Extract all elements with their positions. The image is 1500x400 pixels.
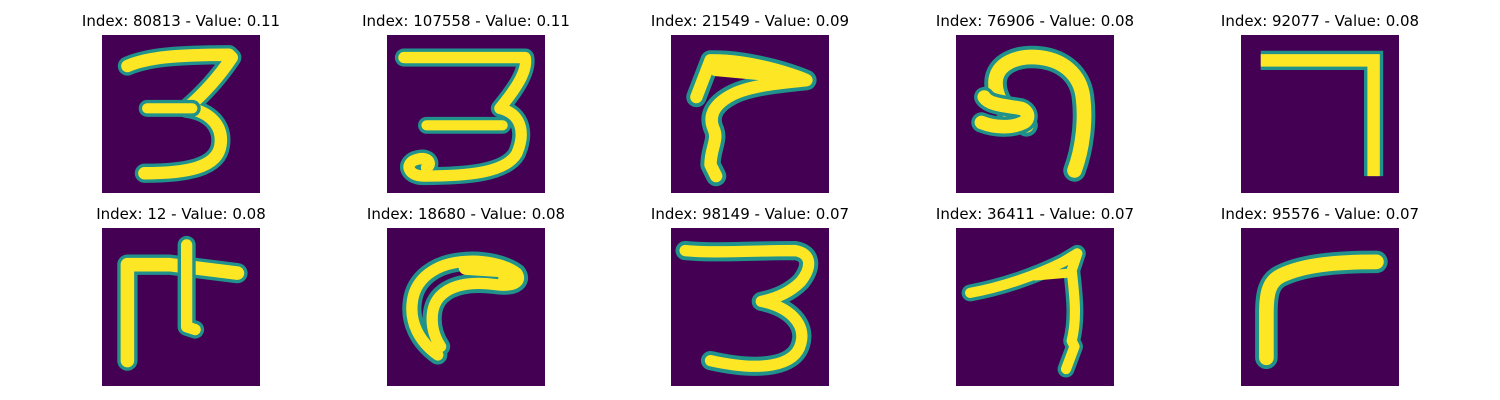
digit-image xyxy=(1241,228,1399,386)
digit-image xyxy=(1241,35,1399,193)
panel-title: Index: 92077 - Value: 0.08 xyxy=(1220,12,1420,30)
digit-panel: Index: 18680 - Value: 0.08 xyxy=(367,205,565,387)
digit-image xyxy=(671,228,829,386)
digit-image xyxy=(956,35,1114,193)
panel-title: Index: 36411 - Value: 0.07 xyxy=(935,205,1135,223)
digit-panel: Index: 107558 - Value: 0.11 xyxy=(362,12,570,194)
digit-image xyxy=(102,228,260,386)
digit-panel: Index: 95576 - Value: 0.07 xyxy=(1221,205,1419,387)
digit-panel: Index: 76906 - Value: 0.08 xyxy=(936,12,1134,194)
digit-image xyxy=(387,228,545,386)
digit-panel: Index: 92077 - Value: 0.08 xyxy=(1221,12,1419,194)
panel-title: Index: 80813 - Value: 0.11 xyxy=(81,12,281,30)
digit-image xyxy=(671,35,829,193)
digit-panel: Index: 80813 - Value: 0.11 xyxy=(82,12,280,194)
panel-title: Index: 21549 - Value: 0.09 xyxy=(650,12,850,30)
panel-title: Index: 98149 - Value: 0.07 xyxy=(650,205,850,223)
digit-image xyxy=(102,35,260,193)
digit-panel: Index: 36411 - Value: 0.07 xyxy=(936,205,1134,387)
digit-panel: Index: 21549 - Value: 0.09 xyxy=(651,12,849,194)
digit-panel: Index: 12 - Value: 0.08 xyxy=(96,205,266,387)
panel-title: Index: 12 - Value: 0.08 xyxy=(96,205,266,223)
panel-title: Index: 18680 - Value: 0.08 xyxy=(366,205,566,223)
panel-title: Index: 107558 - Value: 0.11 xyxy=(362,12,570,30)
digit-image xyxy=(956,228,1114,386)
digit-panel: Index: 98149 - Value: 0.07 xyxy=(651,205,849,387)
panel-title: Index: 95576 - Value: 0.07 xyxy=(1220,205,1420,223)
digit-image xyxy=(387,35,545,193)
panel-title: Index: 76906 - Value: 0.08 xyxy=(935,12,1135,30)
